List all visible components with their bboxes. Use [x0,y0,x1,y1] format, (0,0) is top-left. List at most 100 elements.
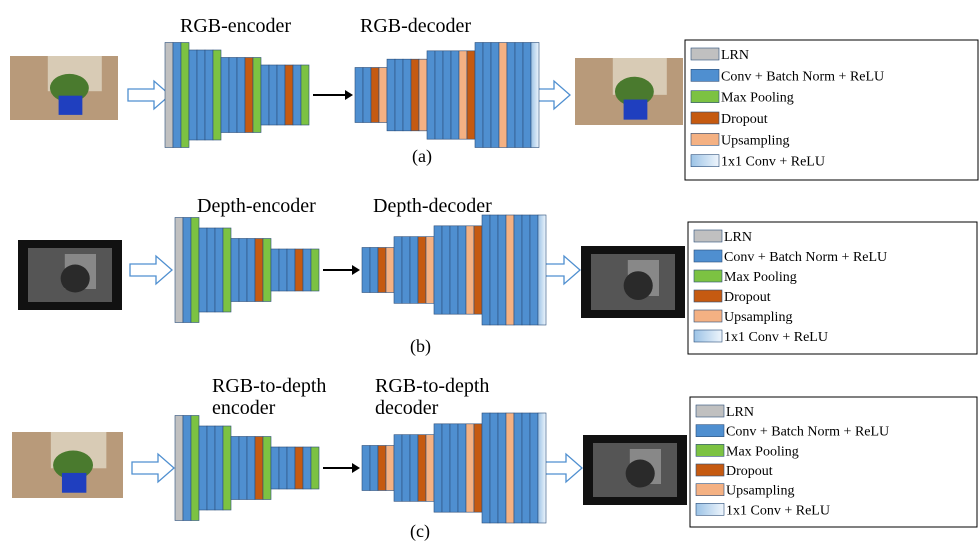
layer-block [459,51,467,139]
layer-block [255,437,263,500]
depth-region [626,460,655,488]
layer-block [531,43,539,148]
layer-block [189,50,197,140]
layer-block [237,58,245,133]
layer-block [215,426,223,510]
depth-region [624,271,653,300]
flow-arrow [130,256,172,284]
legend-swatch [691,112,719,124]
layer-block [394,435,402,502]
layer-block [311,447,319,489]
legend-label: Upsampling [721,133,789,148]
layer-block [530,413,538,523]
legend-swatch [696,484,724,496]
layer-block [205,50,213,140]
layer-block [221,58,229,133]
layer-block [458,226,466,314]
legend-swatch [691,91,719,103]
layer-block [263,239,271,302]
layer-block [435,51,443,139]
layer-block [386,446,394,491]
layer-block [247,437,255,500]
layer-block [450,424,458,512]
legend-swatch [696,503,724,515]
legend-label: 1x1 Conv + ReLU [721,155,825,170]
layer-block [418,435,426,502]
layer-block [253,58,261,133]
layer-block [506,215,514,325]
legend-swatch [691,155,719,167]
layer-block [402,435,410,502]
layer-block [362,446,370,491]
layer-block [434,424,442,512]
layer-block [223,228,231,312]
layer-block [197,50,205,140]
layer-block [538,413,546,523]
legend-label: Conv + Batch Norm + ReLU [726,425,889,440]
layer-block [490,215,498,325]
legend-label: Max Pooling [726,444,799,459]
encoder-label: Depth-encoder [197,195,316,217]
layer-block [183,416,191,521]
layer-block [199,228,207,312]
layer-block [483,43,491,148]
layer-block [490,413,498,523]
layer-block [183,218,191,323]
layer-block [199,426,207,510]
layer-block [474,226,482,314]
layer-block [363,68,371,123]
layer-block [247,239,255,302]
caption: (b) [410,336,431,357]
legend-label: LRN [721,48,749,63]
layer-block [231,437,239,500]
layer-block [378,446,386,491]
photo-pot [62,473,86,493]
layer-block [173,43,181,148]
legend-swatch [694,250,722,262]
legend-label: Dropout [726,464,773,479]
legend-swatch [696,405,724,417]
layer-block [507,43,515,148]
legend-label: 1x1 Conv + ReLU [724,330,828,345]
layer-block [467,51,475,139]
legend-swatch [694,230,722,242]
layer-block [301,65,309,125]
layer-block [295,447,303,489]
layer-block [498,215,506,325]
layer-block [482,413,490,523]
legend-label: 1x1 Conv + ReLU [726,503,830,518]
layer-block [474,424,482,512]
connector-head [345,90,353,100]
layer-block [466,424,474,512]
legend-swatch [694,270,722,282]
layer-block [466,226,474,314]
layer-block [303,447,311,489]
legend-swatch [694,330,722,342]
layer-block [287,249,295,291]
layer-block [514,413,522,523]
layer-block [386,248,394,293]
layer-block [362,248,370,293]
layer-block [403,59,411,131]
layer-block [245,58,253,133]
legend-swatch [696,444,724,456]
layer-block [255,239,263,302]
layer-block [379,68,387,123]
depth-region [61,265,90,293]
layer-block [165,43,173,148]
legend-label: Max Pooling [721,91,794,106]
layer-block [239,437,247,500]
layer-block [411,59,419,131]
layer-block [191,416,199,521]
layer-block [426,237,434,304]
layer-block [181,43,189,148]
layer-block [215,228,223,312]
layer-block [293,65,301,125]
legend-label: LRN [726,405,754,420]
encoder-label: RGB-to-depth [212,375,326,397]
layer-block [515,43,523,148]
legend-label: LRN [724,230,752,245]
layer-block [522,215,530,325]
layer-block [207,228,215,312]
layer-block [279,249,287,291]
